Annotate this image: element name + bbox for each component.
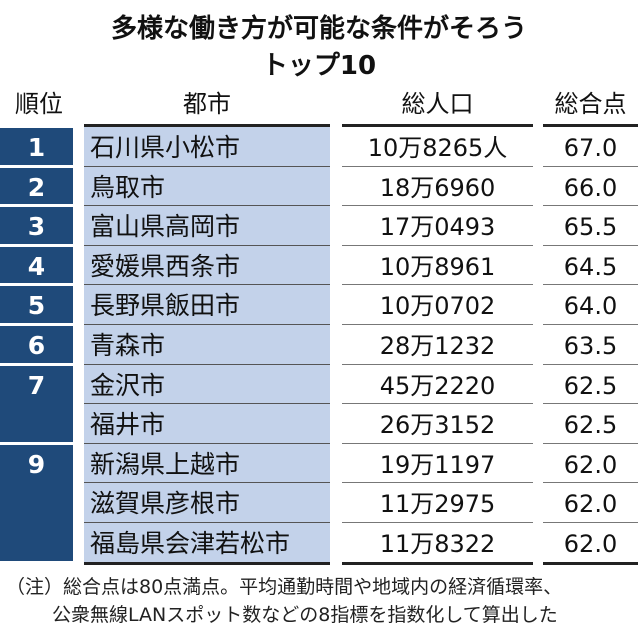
row-divider [543,284,638,286]
header-rank: 順位 [15,90,63,118]
row-divider [84,363,330,365]
row-divider [342,561,533,565]
header-score: 総合点 [554,90,627,118]
row-divider [543,522,638,523]
row-divider [543,561,638,565]
row-divider [342,363,533,365]
population-value: 28万1232 [379,332,496,360]
rank-cell: 3 [0,207,73,244]
row-divider [84,522,330,523]
score-value: 64.0 [563,292,618,321]
row-divider [84,284,330,286]
population-value: 10万0702 [379,292,496,321]
row-divider [84,165,330,167]
row-divider [543,244,638,246]
population-value: 26万3152 [379,411,496,440]
city-name: 新潟県上越市 [90,449,241,479]
row-divider [84,482,330,484]
population-value: 11万8322 [379,530,496,558]
population-value: 45万2220 [379,371,496,400]
row-divider [84,561,330,565]
rank-cell: 5 [0,286,73,323]
rank-cell: 2 [0,167,73,205]
chart-title-line1: 多様な働き方が可能な条件がそろう [110,14,527,44]
rank-cell: 4 [0,246,73,284]
row-divider [342,442,533,444]
rank-cell: 9 [0,444,73,561]
population-value: 19万1197 [379,450,496,479]
population-value: 10万8265人 [367,134,508,162]
score-value: 63.5 [563,332,618,360]
header-rule-population [342,124,533,127]
rank-cell: 6 [0,326,73,363]
score-value: 67.0 [563,134,618,162]
footnote-line2: 公衆無線LANスポット数などの8指標を指数化して算出した [52,604,558,626]
row-divider [342,244,533,246]
city-name: 鳥取市 [90,172,166,202]
city-name: 愛媛県西条市 [90,251,241,281]
city-name: 青森市 [90,331,166,360]
row-divider [342,284,533,286]
row-divider [543,324,638,325]
rank-cell: 7 [0,365,73,442]
population-value: 10万8961 [379,252,496,281]
header-population: 総人口 [401,90,474,118]
row-divider [543,205,638,207]
population-value: 17万0493 [379,213,496,242]
row-divider [84,244,330,246]
score-value: 62.0 [563,490,618,519]
row-divider [543,442,638,444]
score-value: 62.0 [563,530,618,558]
row-divider [543,482,638,484]
score-value: 64.5 [563,252,618,281]
row-divider [342,403,533,405]
row-divider [342,205,533,207]
city-name: 石川県小松市 [90,133,241,162]
city-name: 福島県会津若松市 [90,529,291,558]
rank-cell: 1 [0,128,73,165]
city-name: 滋賀県彦根市 [90,489,241,519]
row-divider [543,363,638,365]
score-value: 62.5 [563,371,618,400]
chart-title-line2: トップ10 [261,51,377,81]
header-rule-city [84,124,330,127]
row-divider [84,324,330,325]
score-value: 62.0 [563,450,618,479]
city-name: 金沢市 [90,370,166,400]
city-column-bg [84,127,330,563]
row-divider [342,522,533,523]
score-value: 62.5 [563,411,618,440]
city-name: 長野県飯田市 [90,291,241,321]
row-divider [342,482,533,484]
population-value: 11万2975 [379,490,496,519]
city-name: 富山県高岡市 [90,212,241,242]
row-divider [342,165,533,167]
row-divider [543,403,638,405]
row-divider [543,165,638,167]
population-value: 18万6960 [379,173,496,202]
score-value: 66.0 [563,173,618,202]
row-divider [84,442,330,444]
footnote-line1: （注）総合点は80点満点。平均通勤時間や地域内の経済循環率、 [6,576,563,598]
header-city: 都市 [183,90,231,118]
header-rule-score [543,124,638,127]
row-divider [342,324,533,325]
score-value: 65.5 [563,213,618,242]
row-divider [84,403,330,405]
city-name: 福井市 [90,410,166,440]
row-divider [84,205,330,207]
